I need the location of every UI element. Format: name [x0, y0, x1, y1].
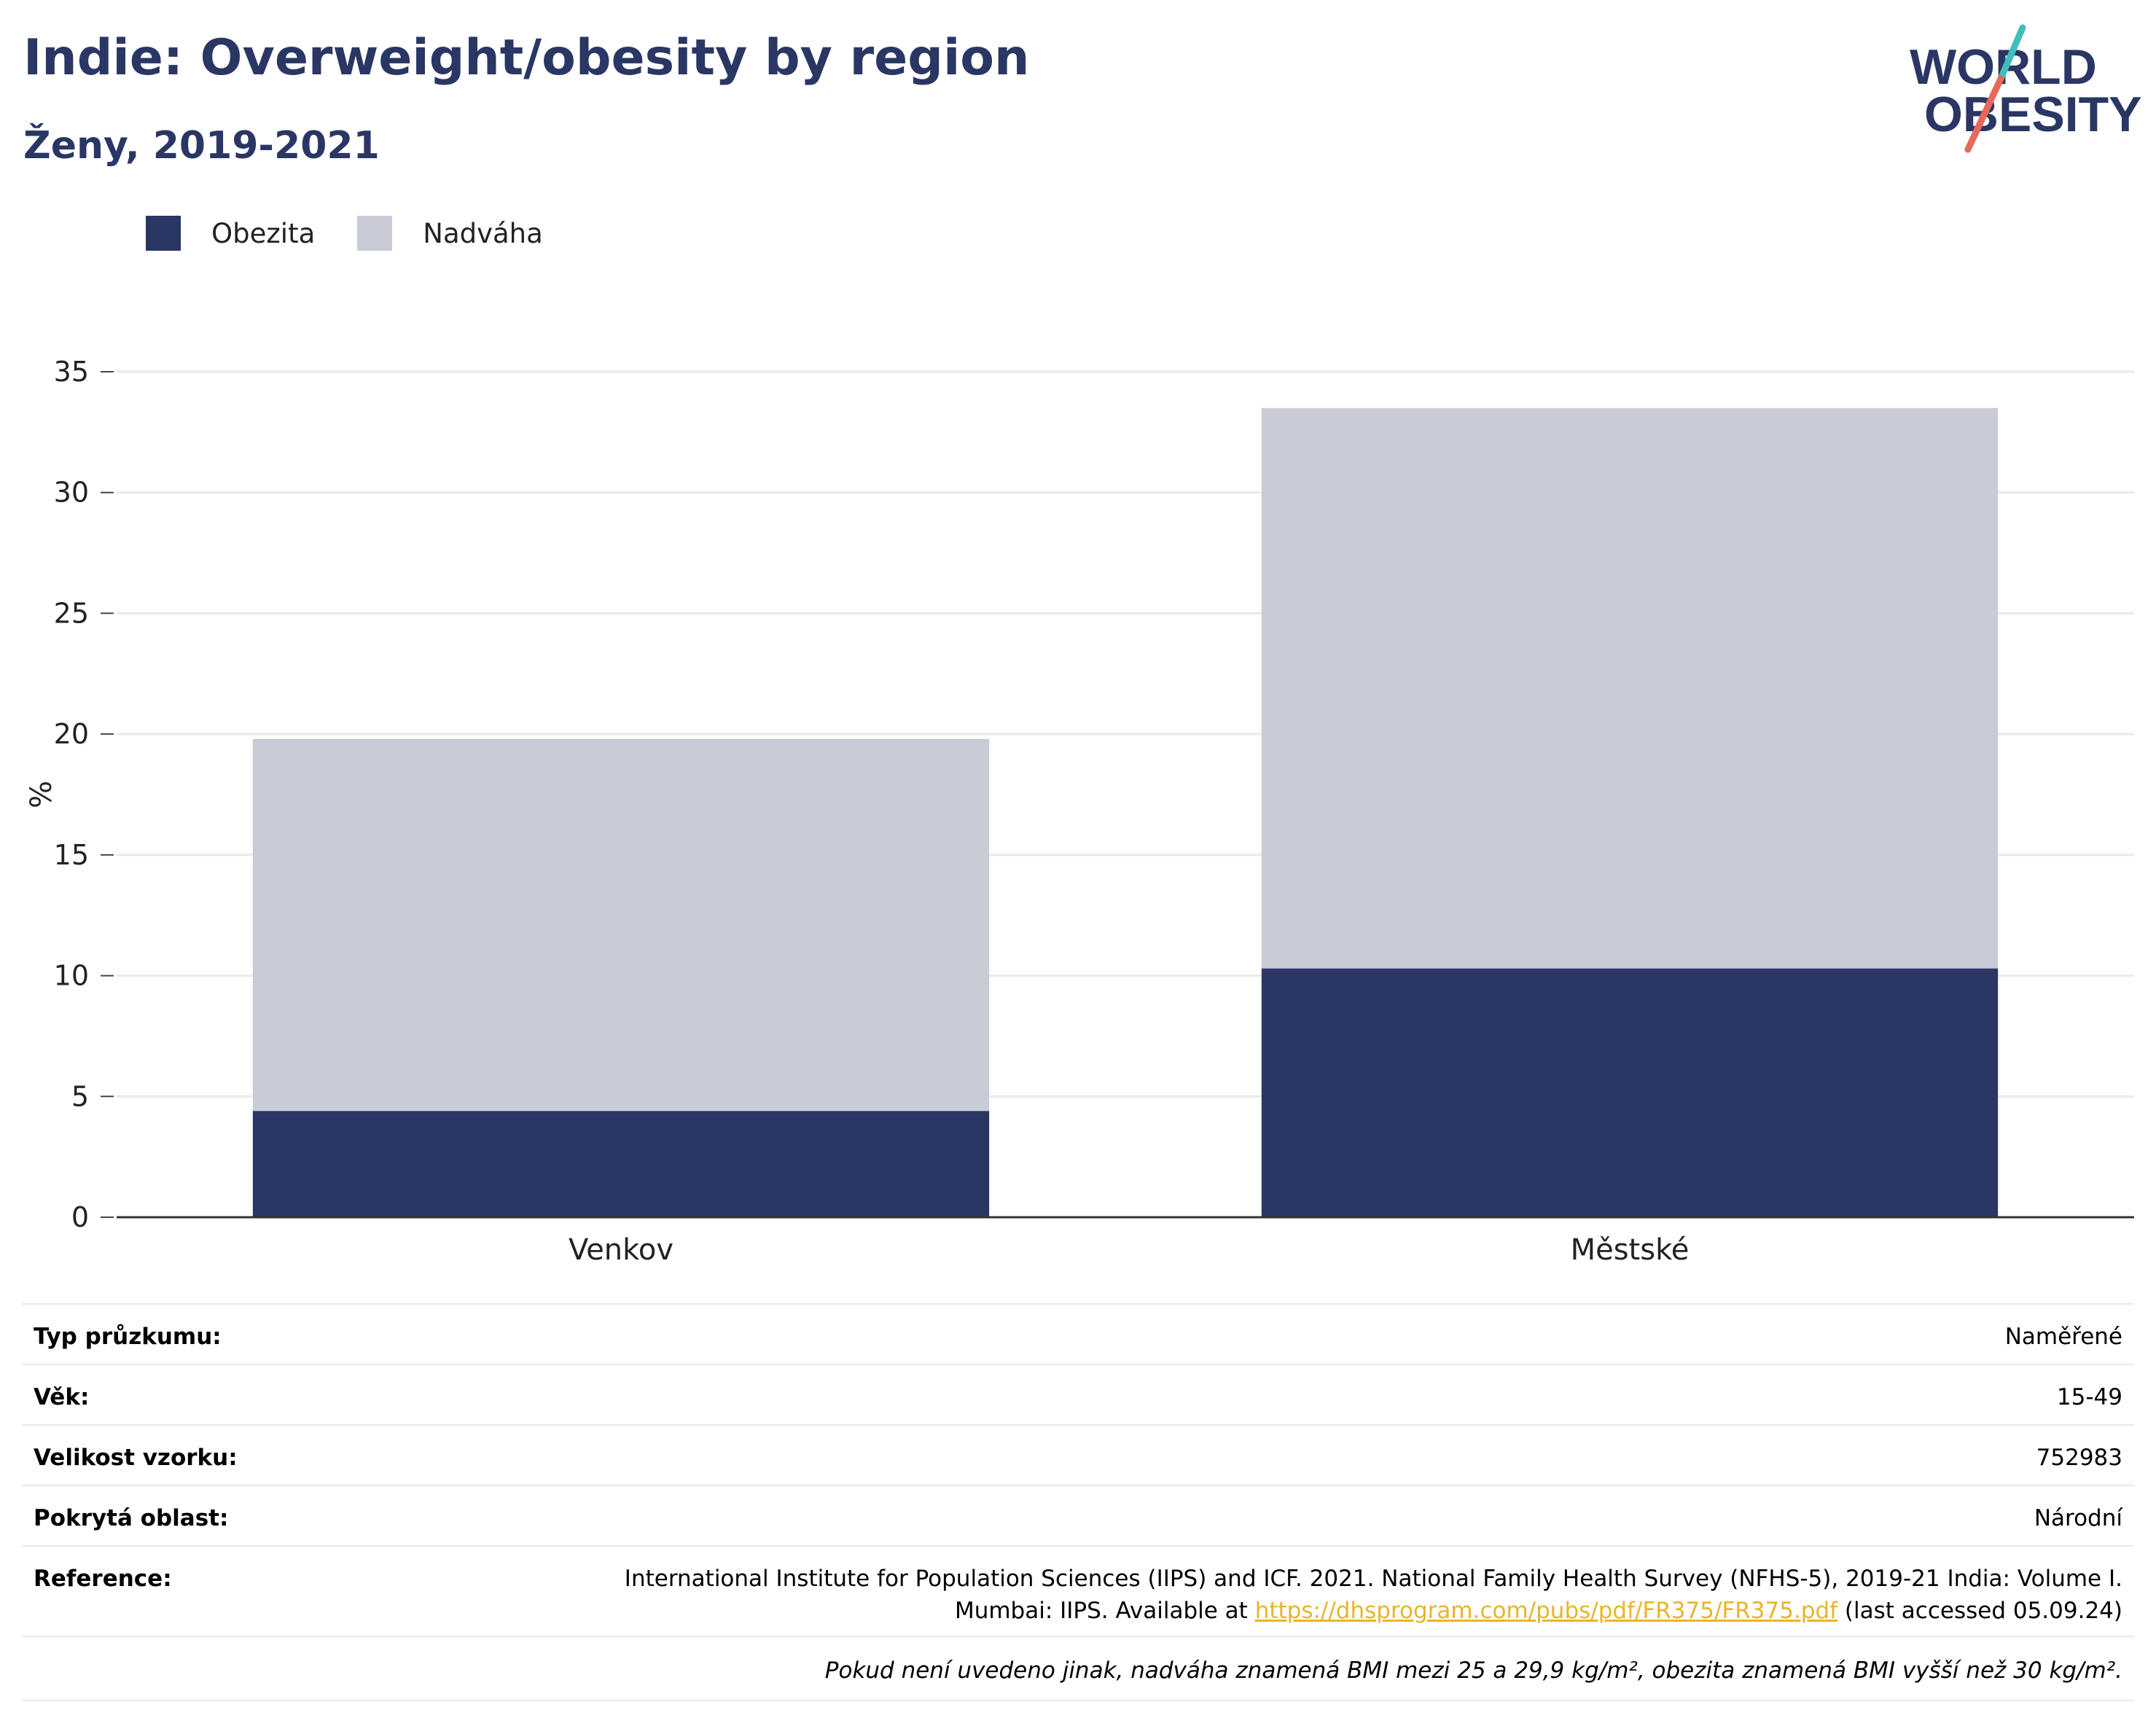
bar-chart: 0 5 10 15 20 25 30 35 Venkov Městské% [25, 356, 2134, 1267]
y-tick-label: 10 [54, 960, 89, 992]
legend: Obezita Nadváha [146, 216, 585, 251]
legend-item-obezita[interactable]: Obezita [146, 216, 315, 251]
info-value: 15-49 [2056, 1384, 2122, 1410]
reference-link[interactable]: https://dhsprogram.com/pubs/pdf/FR375/FR… [1254, 1598, 1838, 1624]
info-table: Typ průzkumu: Naměřené Věk: 15-49 Veliko… [22, 1303, 2134, 1701]
legend-label-nadvaha: Nadváha [423, 217, 543, 249]
info-label: Typ průzkumu: [34, 1324, 222, 1350]
footnote: Pokud není uvedeno jinak, nadváha znamen… [22, 1636, 2134, 1701]
y-tick-label: 20 [54, 718, 89, 750]
info-row-age: Věk: 15-49 [22, 1364, 2134, 1424]
x-tick-label: Venkov [569, 1233, 673, 1267]
info-label: Věk: [34, 1384, 90, 1410]
legend-label-obezita: Obezita [211, 217, 316, 249]
chart-title: Indie: Overweight/obesity by region [23, 29, 1030, 87]
bar-nadvaha-1 [1261, 407, 1999, 969]
world-obesity-logo: WORLD OBESITY [1910, 24, 2142, 153]
legend-item-nadvaha[interactable]: Nadváha [357, 216, 543, 251]
info-value: Národní [2034, 1505, 2122, 1531]
x-tick-label: Městské [1571, 1233, 1690, 1267]
info-label: Reference: [34, 1566, 172, 1592]
y-tick-label: 25 [54, 597, 89, 629]
reference-line-2-suffix: (last accessed 05.09.24) [1837, 1598, 2122, 1624]
reference-line-2-prefix: Mumbai: IIPS. Available at [954, 1598, 1255, 1624]
info-row-survey-type: Typ průzkumu: Naměřené [22, 1303, 2134, 1364]
info-row-reference: Reference: International Institute for P… [22, 1545, 2134, 1636]
info-label: Pokrytá oblast: [34, 1505, 229, 1531]
reference-text: International Institute for Population S… [625, 1563, 2122, 1627]
bar-obezita-1 [1261, 968, 1999, 1217]
logo-slash-teal [1997, 24, 2026, 82]
bar-obezita-0 [252, 1111, 990, 1217]
reference-line-1: International Institute for Population S… [624, 1566, 2122, 1592]
y-tick-label: 15 [54, 839, 89, 871]
y-tick-label: 0 [71, 1201, 89, 1233]
info-row-sample-size: Velikost vzorku: 752983 [22, 1424, 2134, 1485]
legend-swatch-nadvaha [357, 216, 393, 251]
y-axis-label: % [25, 781, 58, 808]
y-tick-label: 5 [71, 1080, 89, 1112]
info-label: Velikost vzorku: [34, 1445, 238, 1471]
reference-line-2: Mumbai: IIPS. Available at https://dhspr… [625, 1595, 2122, 1627]
bar-nadvaha-0 [252, 738, 990, 1112]
legend-swatch-obezita [146, 216, 181, 251]
info-row-area: Pokrytá oblast: Národní [22, 1485, 2134, 1545]
y-tick-label: 30 [54, 477, 89, 509]
y-tick-label: 35 [54, 356, 89, 388]
info-value: Naměřené [2004, 1324, 2122, 1350]
info-value: 752983 [2036, 1445, 2122, 1471]
chart-subtitle: Ženy, 2019-2021 [23, 124, 380, 168]
logo-text-obesity: OBESITY [1924, 87, 2142, 142]
logo-slash-coral [1964, 75, 2004, 153]
